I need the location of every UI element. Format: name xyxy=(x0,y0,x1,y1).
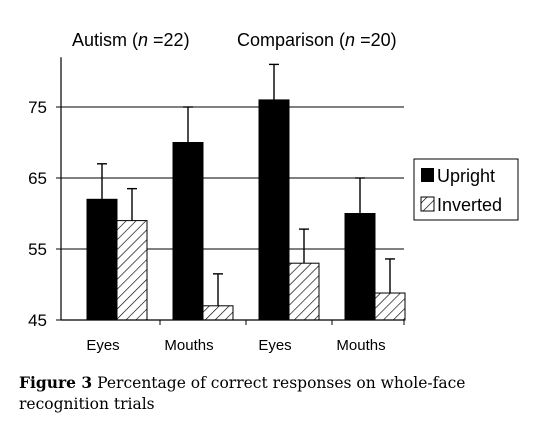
y-tick-label: 75 xyxy=(28,98,47,117)
bars xyxy=(86,99,406,321)
group-label-autism: Autism (n =22) xyxy=(72,30,190,50)
bar-inverted-2 xyxy=(288,262,320,321)
y-tick-labels: 45 55 65 75 xyxy=(28,98,61,330)
bar-inverted-0 xyxy=(116,220,148,321)
y-tick-label: 55 xyxy=(28,240,47,259)
figure-caption: Figure 3 Percentage of correct responses… xyxy=(19,372,524,415)
bar-chart: Autism (n =22) Comparison (n =20) 455565… xyxy=(28,30,519,354)
x-category-labels: Eyes Mouths Eyes Mouths xyxy=(86,337,385,354)
group-label-prefix: Comparison ( xyxy=(237,30,345,50)
bar-upright-1 xyxy=(172,142,204,321)
y-tick-label: 45 xyxy=(28,311,47,330)
bar-upright-0 xyxy=(86,198,118,321)
bar-inverted-3 xyxy=(374,292,406,321)
group-label-n: n xyxy=(138,30,148,50)
legend: Upright Inverted xyxy=(413,158,519,221)
x-category-label-1: Mouths xyxy=(164,337,213,354)
group-label-suffix: =20) xyxy=(355,30,397,50)
group-label-n: n xyxy=(345,30,355,50)
caption-figure-number: Figure 3 xyxy=(19,373,93,392)
y-tick-label: 65 xyxy=(28,169,47,188)
error-bars xyxy=(97,63,395,306)
x-category-label-3: Mouths xyxy=(336,337,385,354)
group-label-suffix: =22) xyxy=(148,30,190,50)
legend-label-upright: Upright xyxy=(437,166,495,186)
group-label-comparison: Comparison (n =20) xyxy=(237,30,397,50)
bar-upright-3 xyxy=(344,213,376,321)
x-category-label-2: Eyes xyxy=(258,337,291,354)
x-category-label-0: Eyes xyxy=(86,337,119,354)
legend-label-inverted: Inverted xyxy=(437,195,502,215)
group-label-prefix: Autism ( xyxy=(72,30,138,50)
legend-swatch-upright xyxy=(421,168,434,182)
bar-upright-2 xyxy=(258,99,290,321)
caption-text: Percentage of correct responses on whole… xyxy=(19,374,466,413)
legend-swatch-inverted xyxy=(420,196,435,212)
axes xyxy=(60,57,405,325)
bar-inverted-1 xyxy=(202,305,234,321)
